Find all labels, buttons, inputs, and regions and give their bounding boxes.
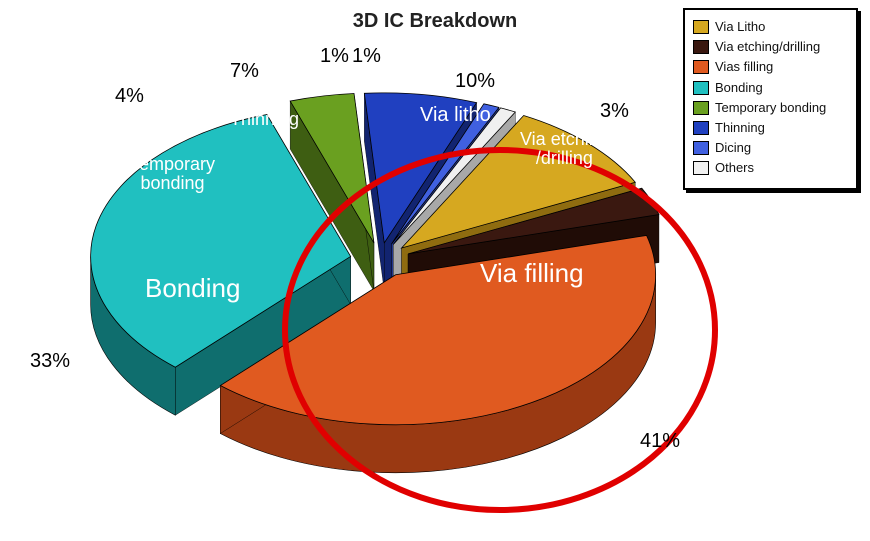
pct-label-dicing: 1% [320, 45, 349, 68]
legend-swatch [693, 101, 709, 115]
pct-label-via_litho: 10% [455, 70, 495, 93]
pct-label-temp_bond: 4% [115, 85, 144, 108]
legend-label: Via etching/drilling [715, 38, 820, 56]
legend-item: Others [693, 159, 848, 177]
pct-label-via_etch: 3% [600, 100, 629, 123]
legend-item: Bonding [693, 79, 848, 97]
pct-label-others: 1% [352, 45, 381, 68]
legend-label: Others [715, 159, 754, 177]
legend-item: Via Litho [693, 18, 848, 36]
legend-item: Via etching/drilling [693, 38, 848, 56]
legend-swatch [693, 40, 709, 54]
legend-item: Thinning [693, 119, 848, 137]
legend-swatch [693, 161, 709, 175]
chart-title: 3D IC Breakdown [353, 10, 517, 33]
legend-item: Dicing [693, 139, 848, 157]
legend-label: Thinning [715, 119, 765, 137]
legend-swatch [693, 121, 709, 135]
legend-label: Via Litho [715, 18, 765, 36]
legend: Via Litho Via etching/drilling Vias fillin… [683, 8, 858, 190]
pct-label-thinning: 7% [230, 60, 259, 83]
legend-label: Vias filling [715, 58, 773, 76]
legend-item: Vias filling [693, 58, 848, 76]
legend-label: Temporary bonding [715, 99, 826, 117]
legend-item: Temporary bonding [693, 99, 848, 117]
pct-label-bonding: 33% [30, 350, 70, 373]
legend-swatch [693, 141, 709, 155]
legend-swatch [693, 60, 709, 74]
legend-swatch [693, 81, 709, 95]
legend-label: Bonding [715, 79, 763, 97]
pct-label-via_fill: 41% [640, 430, 680, 453]
legend-label: Dicing [715, 139, 751, 157]
legend-swatch [693, 20, 709, 34]
